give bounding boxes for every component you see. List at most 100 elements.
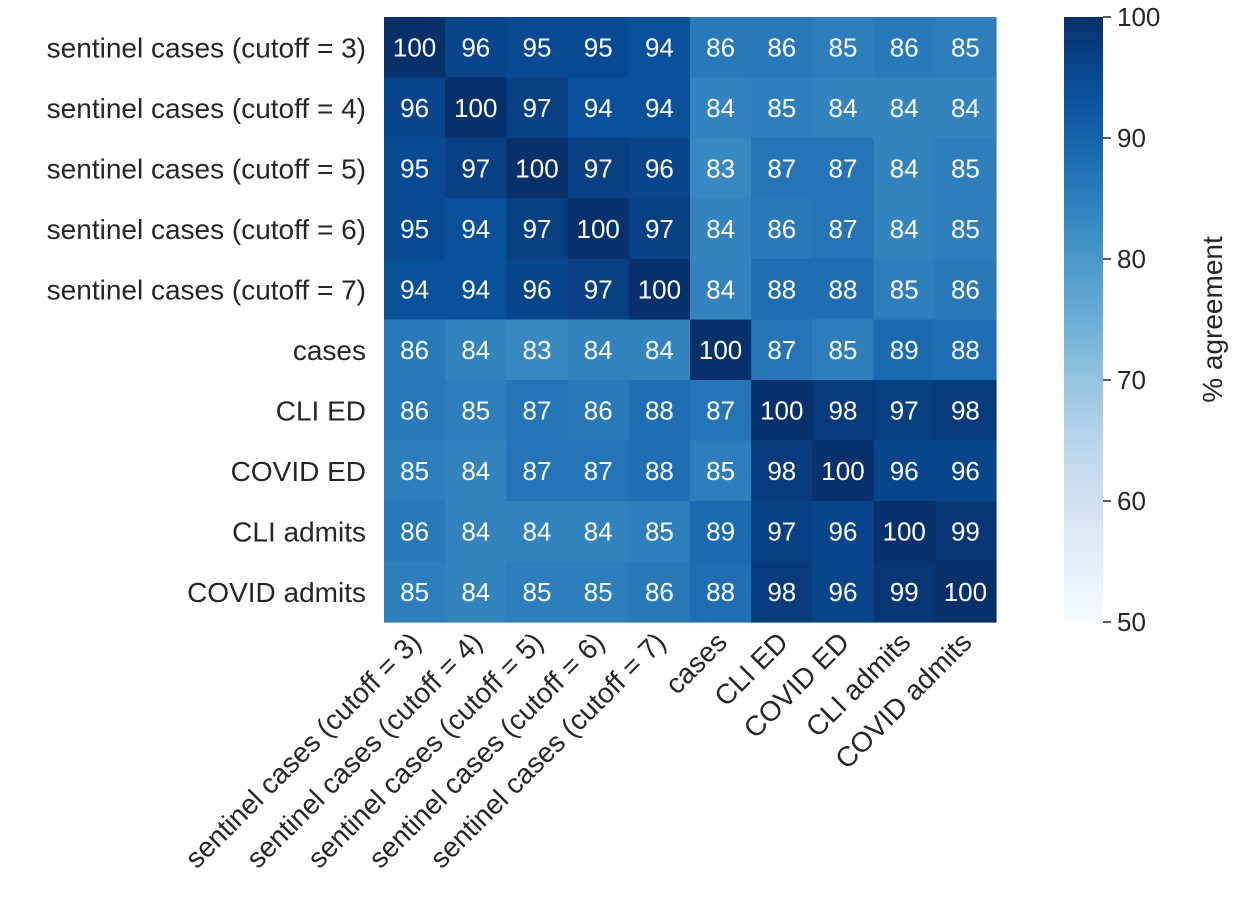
cell-value-label: 94 <box>461 274 490 304</box>
cell-value-label: 85 <box>951 32 980 62</box>
heatmap-cell <box>812 440 875 502</box>
row-label: cases <box>293 335 366 366</box>
heatmap-cell <box>445 501 507 563</box>
heatmap-cell <box>506 17 569 79</box>
cell-value-label: 100 <box>638 274 681 304</box>
cell-value-label: 97 <box>767 516 796 546</box>
heatmap-cell <box>751 501 813 563</box>
heatmap-cell <box>567 77 630 139</box>
colorbar-tick-label: 80 <box>1117 244 1146 274</box>
heatmap-cell <box>628 198 691 260</box>
heatmap-cell <box>506 440 569 502</box>
cell-value-label: 99 <box>890 577 919 607</box>
cell-value-label: 100 <box>821 456 864 486</box>
cell-value-label: 97 <box>890 395 919 425</box>
heatmap-cell <box>873 17 936 79</box>
cell-value-label: 87 <box>523 456 552 486</box>
cell-value-label: 85 <box>523 577 552 607</box>
colorbar: 100 90 80 70 60 50 % agreement <box>1064 2 1228 637</box>
cell-value-label: 85 <box>951 153 980 183</box>
cell-value-label: 94 <box>461 214 490 244</box>
cell-value-label: 84 <box>706 274 735 304</box>
heatmap-cell <box>567 138 630 200</box>
heatmap-cell <box>751 380 813 442</box>
row-label: sentinel cases (cutoff = 4) <box>47 93 366 124</box>
heatmap-cell <box>506 501 569 563</box>
heatmap-cell <box>751 77 813 139</box>
cell-value-label: 89 <box>890 335 919 365</box>
heatmap-cell <box>445 380 507 442</box>
cell-value-label: 84 <box>829 93 858 123</box>
heatmap-cell <box>445 198 507 260</box>
cell-value-label: 84 <box>461 577 490 607</box>
cell-value-label: 97 <box>584 153 613 183</box>
cell-value-label: 95 <box>400 214 429 244</box>
colorbar-ticks: 100 90 80 70 60 50 <box>1103 2 1160 637</box>
heatmap-cell <box>384 138 446 200</box>
cell-value-label: 100 <box>883 516 926 546</box>
cell-value-label: 84 <box>706 93 735 123</box>
heatmap-cell <box>873 561 936 623</box>
cell-value-label: 85 <box>645 516 674 546</box>
cell-value-label: 95 <box>400 153 429 183</box>
cell-value-label: 98 <box>767 456 796 486</box>
heatmap-cell <box>690 319 752 381</box>
colorbar-tick-label: 100 <box>1117 2 1160 32</box>
cell-value-label: 100 <box>944 577 987 607</box>
heatmap-cell <box>628 17 691 79</box>
cell-value-label: 100 <box>699 335 742 365</box>
cell-value-label: 96 <box>890 456 919 486</box>
row-label: COVID ED <box>231 456 366 487</box>
cell-value-label: 85 <box>829 32 858 62</box>
heatmap-cell <box>751 440 813 502</box>
cell-value-label: 88 <box>645 395 674 425</box>
heatmap-cell <box>506 259 569 321</box>
heatmap-cell <box>934 319 997 381</box>
cell-value-label: 94 <box>645 32 674 62</box>
heatmap-cell <box>934 77 997 139</box>
heatmap-cell <box>445 17 507 79</box>
heatmap-cell <box>384 561 446 623</box>
cell-value-label: 99 <box>951 516 980 546</box>
cell-value-label: 84 <box>461 456 490 486</box>
colorbar-tick-label: 50 <box>1117 607 1146 637</box>
cell-value-label: 98 <box>829 395 858 425</box>
cell-value-label: 87 <box>767 153 796 183</box>
heatmap-cell <box>384 259 446 321</box>
colorbar-gradient <box>1064 17 1103 622</box>
cell-value-label: 97 <box>523 93 552 123</box>
heatmap-cell <box>690 380 752 442</box>
cell-value-label: 96 <box>951 456 980 486</box>
heatmap-cell <box>384 380 446 442</box>
cell-value-label: 97 <box>461 153 490 183</box>
heatmap-cell <box>567 259 630 321</box>
heatmap-cell <box>934 259 997 321</box>
cell-value-label: 84 <box>461 335 490 365</box>
heatmap-cell <box>873 77 936 139</box>
heatmap-cell <box>934 198 997 260</box>
cell-value-label: 100 <box>760 395 803 425</box>
cell-value-label: 96 <box>829 516 858 546</box>
cell-value-label: 86 <box>400 395 429 425</box>
heatmap-cell <box>751 319 813 381</box>
cell-value-label: 95 <box>523 32 552 62</box>
heatmap-cell <box>690 198 752 260</box>
cell-value-label: 88 <box>829 274 858 304</box>
heatmap-cell <box>690 138 752 200</box>
heatmap-cell <box>873 440 936 502</box>
heatmap-cell <box>506 380 569 442</box>
cell-value-label: 100 <box>454 93 497 123</box>
heatmap-cell <box>812 259 875 321</box>
cell-value-label: 94 <box>645 93 674 123</box>
heatmap-cell <box>812 77 875 139</box>
heatmap-cell <box>934 561 997 623</box>
heatmap-cell <box>812 319 875 381</box>
cell-value-label: 96 <box>645 153 674 183</box>
heatmap-cell <box>812 501 875 563</box>
heatmap-cell <box>445 138 507 200</box>
heatmap-cell <box>506 319 569 381</box>
heatmap-cell <box>690 77 752 139</box>
cell-value-label: 86 <box>400 516 429 546</box>
colorbar-tick-label: 90 <box>1117 123 1146 153</box>
cell-value-label: 84 <box>523 516 552 546</box>
